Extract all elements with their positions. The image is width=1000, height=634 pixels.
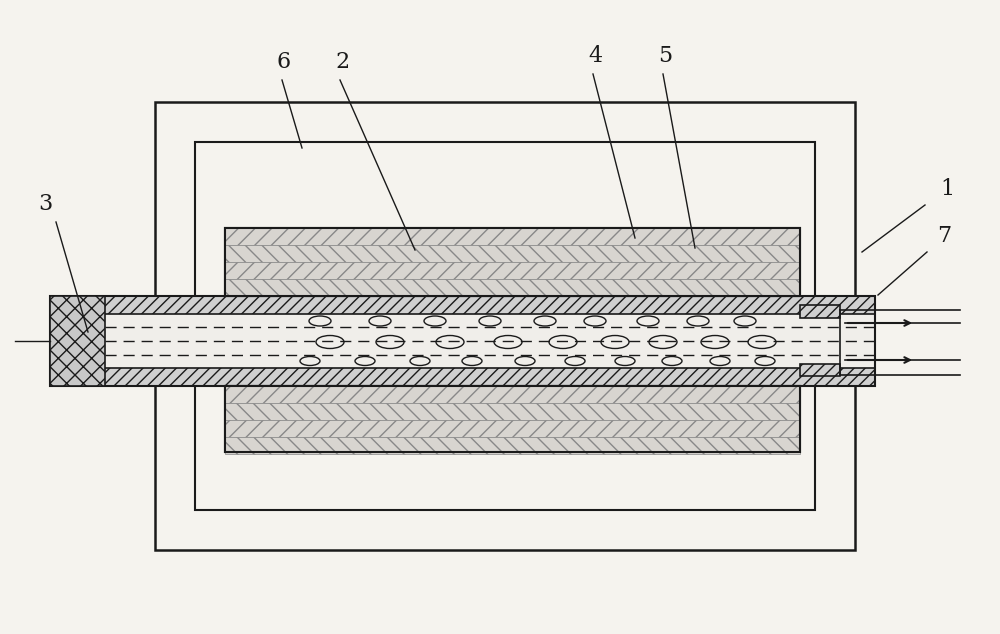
Bar (225, 386, 800, 403)
Bar (155, 102, 855, 550)
Text: 3: 3 (38, 193, 52, 215)
Bar (225, 228, 800, 296)
Bar (50, 296, 875, 386)
Text: 7: 7 (937, 225, 951, 247)
Bar (225, 386, 800, 452)
Bar (800, 305, 840, 318)
Text: 4: 4 (588, 45, 602, 67)
Bar (225, 228, 800, 245)
Bar (225, 245, 800, 262)
Bar (225, 403, 800, 420)
Bar (225, 228, 800, 296)
Bar (195, 142, 815, 510)
Bar (225, 279, 800, 296)
Text: 5: 5 (658, 45, 672, 67)
Text: 2: 2 (335, 51, 349, 73)
Bar (225, 386, 800, 452)
Bar (50, 296, 105, 386)
Bar (225, 437, 800, 454)
Bar (50, 314, 875, 368)
Text: 6: 6 (277, 51, 291, 73)
Bar (50, 368, 875, 386)
Bar (225, 262, 800, 279)
Bar (50, 296, 875, 314)
Text: 1: 1 (940, 178, 954, 200)
Bar (225, 420, 800, 437)
Bar (800, 364, 840, 376)
